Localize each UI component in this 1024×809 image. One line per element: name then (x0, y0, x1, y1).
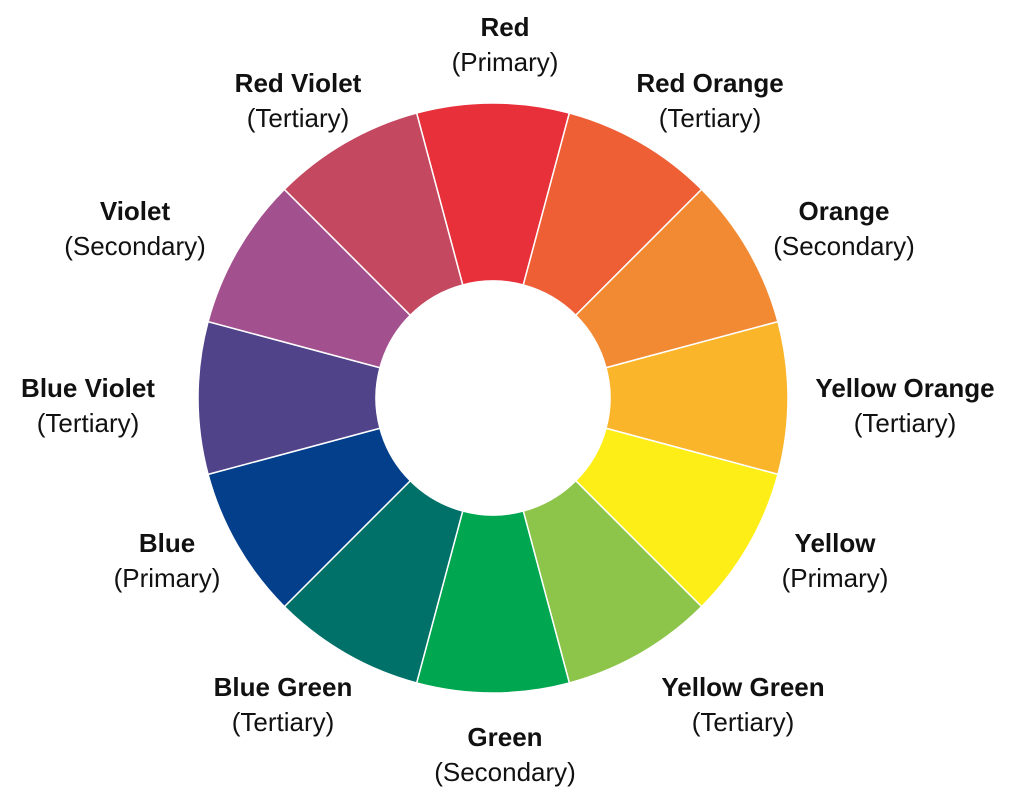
color-name: Red Orange (636, 68, 784, 98)
color-type: (Primary) (113, 563, 221, 593)
color-name: Violet (99, 196, 171, 226)
color-type: (Primary) (781, 563, 889, 593)
color-type: (Tertiary) (853, 408, 957, 438)
label-red-orange: Red Orange (Tertiary) (636, 66, 783, 136)
color-type: (Tertiary) (691, 707, 795, 737)
label-yellow-green: Yellow Green (Tertiary) (661, 670, 824, 740)
label-blue: Blue (Primary) (114, 526, 221, 596)
color-name: Green (467, 722, 543, 752)
label-red: Red (Primary) (452, 10, 559, 80)
color-type: (Tertiary) (658, 103, 762, 133)
label-yellow-orange: Yellow Orange (Tertiary) (815, 371, 994, 441)
label-red-violet: Red Violet (Tertiary) (235, 66, 362, 136)
color-type: (Tertiary) (36, 408, 140, 438)
color-type: (Tertiary) (231, 707, 335, 737)
color-name: Red Violet (234, 68, 362, 98)
color-name: Yellow Green (661, 672, 825, 702)
color-type: (Secondary) (434, 757, 576, 787)
label-yellow: Yellow (Primary) (782, 526, 889, 596)
label-orange: Orange (Secondary) (773, 194, 915, 264)
color-type: (Primary) (451, 47, 559, 77)
color-name: Blue Violet (21, 373, 155, 403)
label-violet: Violet (Secondary) (64, 194, 206, 264)
color-type: (Tertiary) (246, 103, 350, 133)
color-name: Blue Green (213, 672, 353, 702)
color-name: Blue (138, 528, 196, 558)
label-green: Green (Secondary) (434, 720, 576, 790)
label-blue-violet: Blue Violet (Tertiary) (21, 371, 155, 441)
color-name: Yellow Orange (815, 373, 995, 403)
color-name: Yellow (794, 528, 876, 558)
color-type: (Secondary) (773, 231, 915, 261)
color-name: Orange (798, 196, 890, 226)
color-name: Red (480, 12, 530, 42)
wedge-red-violet (283, 112, 464, 317)
label-blue-green: Blue Green (Tertiary) (214, 670, 353, 740)
color-type: (Secondary) (64, 231, 206, 261)
